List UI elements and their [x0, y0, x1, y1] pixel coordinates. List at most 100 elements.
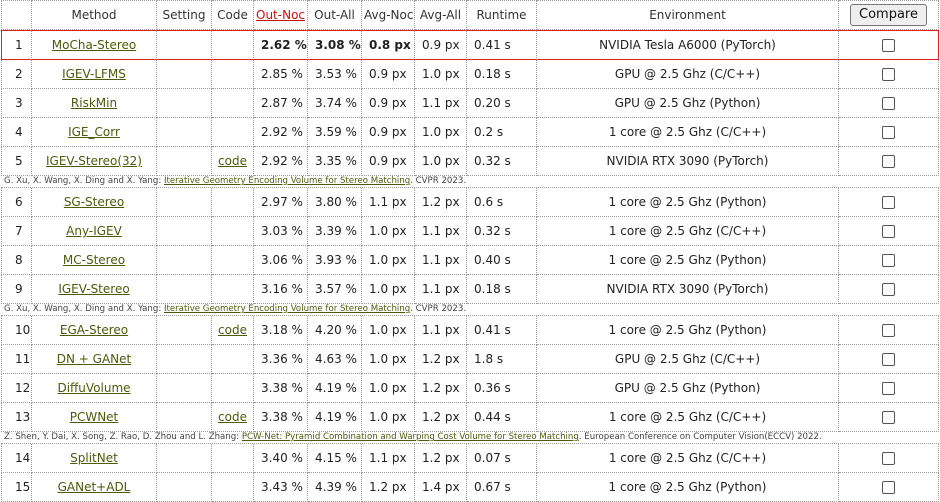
setting-cell — [157, 118, 212, 147]
citation-authors: Z. Shen, Y. Dai, X. Song, Z. Rao, D. Zho… — [4, 432, 242, 442]
runtime-header[interactable]: Runtime — [467, 0, 537, 30]
compare-button[interactable]: Compare — [850, 4, 927, 26]
avg-noc-cell: 1.0 px — [362, 217, 415, 246]
environment-cell: GPU @ 2.5 Ghz (C/C++) — [537, 60, 839, 89]
code-link[interactable]: code — [218, 323, 247, 337]
compare-checkbox[interactable] — [882, 196, 895, 209]
table-row: 14 SplitNet 3.40 % 4.15 % 1.1 px 1.2 px 0.07 s… — [1, 444, 939, 473]
setting-cell — [157, 30, 212, 60]
out-noc-cell: 3.06 % — [254, 246, 308, 275]
runtime-cell: 0.18 s — [467, 275, 537, 304]
out-all-cell: 3.74 % — [308, 89, 362, 118]
compare-checkbox[interactable] — [882, 68, 895, 81]
method-link[interactable]: PCWNet — [69, 410, 119, 424]
rank-cell: 3 — [1, 89, 32, 118]
setting-header[interactable]: Setting — [157, 0, 212, 30]
method-link[interactable]: RiskMin — [70, 96, 118, 110]
compare-cell — [839, 89, 939, 118]
method-link[interactable]: GANet+ADL — [57, 480, 131, 494]
environment-cell: 1 core @ 2.5 Ghz (Python) — [537, 473, 839, 502]
environment-cell: NVIDIA RTX 3090 (PyTorch) — [537, 147, 839, 176]
code-link[interactable]: code — [218, 410, 247, 424]
citation-authors: G. Xu, X. Wang, X. Ding and X. Yang: — [4, 304, 164, 314]
code-header[interactable]: Code — [212, 0, 254, 30]
compare-checkbox[interactable] — [882, 126, 895, 139]
citation-authors: G. Xu, X. Wang, X. Ding and X. Yang: — [4, 176, 164, 186]
citation-title-link[interactable]: PCW-Net: Pyramid Combination and Warping… — [241, 432, 579, 442]
rank-cell: 2 — [1, 60, 32, 89]
code-cell — [212, 374, 254, 403]
runtime-cell: 0.2 s — [467, 118, 537, 147]
compare-checkbox[interactable] — [882, 481, 895, 494]
avg-all-cell: 1.1 px — [415, 316, 467, 345]
method-link[interactable]: IGEV-Stereo(32) — [46, 154, 142, 168]
environment-cell: 1 core @ 2.5 Ghz (Python) — [537, 188, 839, 217]
setting-cell — [157, 147, 212, 176]
avg-noc-cell: 0.9 px — [362, 60, 415, 89]
compare-checkbox[interactable] — [882, 225, 895, 238]
compare-checkbox[interactable] — [882, 155, 895, 168]
avg-noc-cell: 1.1 px — [362, 188, 415, 217]
out-noc-header[interactable]: Out-Noc — [254, 0, 308, 30]
method-link[interactable]: DN + GANet — [56, 352, 132, 366]
compare-checkbox[interactable] — [882, 283, 895, 296]
out-all-header[interactable]: Out-All — [308, 0, 362, 30]
method-link[interactable]: IGEV-LFMS — [62, 67, 126, 81]
avg-all-cell: 1.2 px — [415, 403, 467, 432]
method-link[interactable]: IGEV-Stereo — [58, 282, 130, 296]
method-link[interactable]: MoCha-Stereo — [51, 38, 137, 52]
out-all-cell: 3.39 % — [308, 217, 362, 246]
avg-noc-cell: 0.9 px — [362, 147, 415, 176]
compare-checkbox[interactable] — [882, 411, 895, 424]
out-all-cell: 4.19 % — [308, 403, 362, 432]
avg-all-cell: 1.0 px — [415, 118, 467, 147]
code-link[interactable]: code — [218, 154, 247, 168]
compare-cell — [839, 403, 939, 432]
method-link[interactable]: DiffuVolume — [57, 381, 131, 395]
compare-checkbox[interactable] — [882, 452, 895, 465]
citation-title-link[interactable]: Iterative Geometry Encoding Volume for S… — [163, 176, 411, 186]
code-cell — [212, 118, 254, 147]
code-cell: code — [212, 316, 254, 345]
environment-cell: GPU @ 2.5 Ghz (Python) — [537, 89, 839, 118]
table-row: 10 EGA-Stereo code 3.18 % 4.20 % 1.0 px 1.1 px… — [1, 316, 939, 345]
environment-header[interactable]: Environment — [537, 0, 839, 30]
rank-cell: 8 — [1, 246, 32, 275]
method-link[interactable]: SG-Stereo — [63, 195, 125, 209]
out-all-cell: 4.19 % — [308, 374, 362, 403]
rank-cell: 14 — [1, 444, 32, 473]
compare-checkbox[interactable] — [882, 324, 895, 337]
avg-all-header[interactable]: Avg-All — [415, 0, 467, 30]
out-all-cell: 3.53 % — [308, 60, 362, 89]
out-noc-cell: 3.18 % — [254, 316, 308, 345]
method-link[interactable]: IGE_Corr — [68, 125, 120, 139]
method-cell: DN + GANet — [32, 345, 157, 374]
table-row: 11 DN + GANet 3.36 % 4.63 % 1.0 px 1.2 px 1.8 … — [1, 345, 939, 374]
avg-noc-header[interactable]: Avg-Noc — [362, 0, 415, 30]
table-row: 13 PCWNet code 3.38 % 4.19 % 1.0 px 1.2 px 0.44… — [1, 403, 939, 432]
avg-all-cell: 1.0 px — [415, 60, 467, 89]
compare-checkbox[interactable] — [882, 97, 895, 110]
method-link[interactable]: SplitNet — [70, 451, 118, 465]
compare-checkbox[interactable] — [882, 39, 895, 52]
setting-cell — [157, 345, 212, 374]
out-all-cell: 4.39 % — [308, 473, 362, 502]
method-link[interactable]: Any-IGEV — [66, 224, 122, 238]
environment-cell: 1 core @ 2.5 Ghz (Python) — [537, 316, 839, 345]
citation-row: G. Xu, X. Wang, X. Ding and X. Yang: Ite… — [1, 176, 939, 188]
compare-checkbox[interactable] — [882, 353, 895, 366]
method-cell: IGEV-Stereo — [32, 275, 157, 304]
avg-noc-cell: 1.1 px — [362, 444, 415, 473]
out-all-cell: 4.15 % — [308, 444, 362, 473]
out-noc-cell: 3.03 % — [254, 217, 308, 246]
code-cell — [212, 275, 254, 304]
method-link[interactable]: MC-Stereo — [62, 253, 126, 267]
citation-title-link[interactable]: Iterative Geometry Encoding Volume for S… — [163, 304, 411, 314]
runtime-cell: 0.6 s — [467, 188, 537, 217]
method-header[interactable]: Method — [32, 0, 157, 30]
avg-noc-cell: 1.0 px — [362, 275, 415, 304]
compare-checkbox[interactable] — [882, 382, 895, 395]
method-link[interactable]: EGA-Stereo — [59, 323, 129, 337]
compare-checkbox[interactable] — [882, 254, 895, 267]
